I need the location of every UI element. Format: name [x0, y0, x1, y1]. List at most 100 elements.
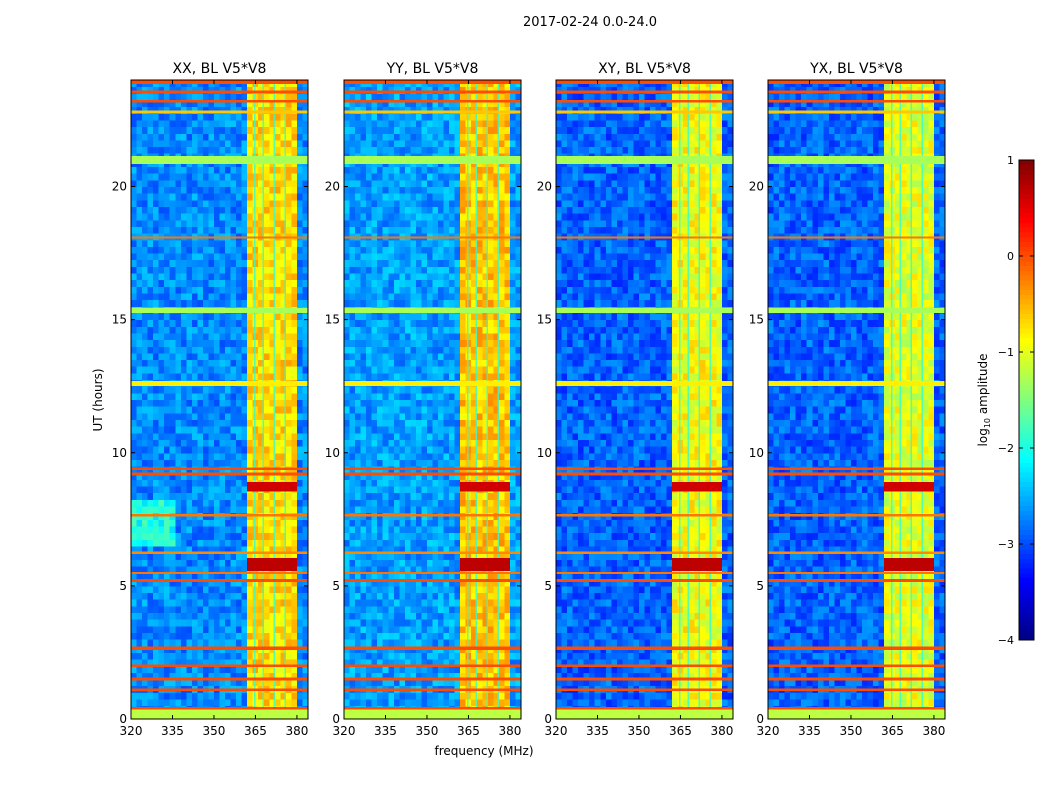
heatmap-cell: [438, 572, 445, 580]
heatmap-cell: [515, 372, 522, 381]
heatmap-cell: [230, 312, 237, 321]
heatmap-cell: [263, 86, 270, 94]
heatmap-cell: [476, 366, 483, 374]
heatmap-cell: [252, 639, 259, 647]
heatmap-cell: [476, 652, 483, 660]
heatmap-cell: [258, 366, 265, 374]
heatmap-cell: [219, 572, 226, 580]
heatmap-cell: [302, 532, 309, 540]
heatmap-cell: [426, 699, 433, 707]
heatmap-cell: [158, 339, 165, 347]
heatmap-cell: [136, 652, 143, 660]
heatmap-cell: [269, 246, 276, 254]
heatmap-cell: [263, 545, 270, 554]
heatmap-cell: [302, 559, 309, 567]
heatmap-cell: [175, 486, 182, 494]
heatmap-cell: [213, 672, 220, 680]
heatmap-cell: [147, 386, 154, 394]
heatmap-cell: [421, 426, 428, 434]
heatmap-cell: [366, 386, 373, 394]
heatmap-cell: [415, 492, 422, 500]
heatmap-cell: [258, 432, 265, 440]
heatmap-cell: [147, 399, 154, 407]
heatmap-cell: [180, 499, 187, 507]
heatmap-cell: [454, 672, 461, 680]
heatmap-cell: [471, 392, 478, 400]
heatmap-cell: [230, 359, 237, 367]
heatmap-cell: [158, 293, 165, 301]
heatmap-cell: [219, 699, 226, 707]
heatmap-cell: [509, 519, 516, 527]
heatmap-cell: [136, 119, 143, 128]
heatmap-cell: [382, 565, 389, 574]
heatmap-cell: [241, 93, 248, 101]
heatmap-cell: [355, 552, 362, 560]
heatmap-cell: [169, 572, 176, 580]
heatmap-cell: [432, 612, 439, 620]
heatmap-cell: [393, 352, 400, 361]
heatmap-cell: [186, 406, 193, 414]
heatmap-cell: [443, 619, 450, 627]
heatmap-cell: [191, 672, 198, 680]
heatmap-cell: [136, 173, 143, 181]
heatmap-cell: [291, 612, 298, 620]
heatmap-cell: [360, 499, 367, 507]
heatmap-cell: [296, 545, 303, 554]
heatmap-cell: [454, 352, 461, 361]
heatmap-cell: [344, 605, 351, 613]
heatmap-cell: [482, 432, 489, 440]
heatmap-cell: [432, 679, 439, 687]
heatmap-cell: [371, 479, 378, 487]
heatmap-cell: [136, 565, 143, 574]
heatmap-cell: [169, 386, 176, 394]
heatmap-cell: [136, 692, 143, 700]
heatmap-cell: [202, 639, 209, 647]
heatmap-cell: [377, 472, 384, 480]
heatmap-cell: [252, 293, 259, 301]
heatmap-cell: [460, 519, 467, 527]
heatmap-cell: [131, 486, 138, 494]
heatmap-cell: [399, 439, 406, 447]
heatmap-cell: [131, 332, 138, 341]
heatmap-cell: [393, 372, 400, 381]
heatmap-cell: [164, 519, 171, 527]
heatmap-cell: [355, 506, 362, 514]
heatmap-cell: [404, 639, 411, 647]
heatmap-cell: [493, 419, 500, 427]
heatmap-cell: [366, 479, 373, 487]
heatmap-cell: [241, 539, 248, 547]
heatmap-cell: [236, 372, 243, 381]
heatmap-cell: [208, 286, 215, 294]
heatmap-cell: [258, 659, 265, 667]
heatmap-cell: [236, 193, 243, 201]
heatmap-cell: [371, 486, 378, 494]
heatmap-cell: [426, 692, 433, 700]
heatmap-cell: [142, 219, 149, 227]
heatmap-cell: [493, 339, 500, 347]
heatmap-cell: [236, 326, 243, 334]
heatmap-cell: [426, 446, 433, 454]
heatmap-cell: [263, 273, 270, 281]
heatmap-cell: [164, 432, 171, 440]
heatmap-cell: [197, 186, 204, 194]
heatmap-cell: [180, 193, 187, 201]
heatmap-cell: [360, 525, 367, 534]
heatmap-cell: [241, 386, 248, 394]
heatmap-cell: [421, 619, 428, 627]
y-tick-label: 5: [119, 579, 127, 593]
heatmap-cell: [349, 632, 356, 640]
heatmap-cell: [180, 419, 187, 427]
heatmap-cell: [241, 359, 248, 367]
heatmap-cell: [202, 525, 209, 534]
heatmap-cell: [180, 539, 187, 547]
heatmap-cell: [164, 592, 171, 600]
heatmap-cell: [180, 432, 187, 440]
heatmap-cell: [191, 679, 198, 687]
horizontal-rfi-line: [131, 380, 308, 387]
heatmap-cell: [382, 399, 389, 407]
heatmap-cell: [186, 499, 193, 507]
heatmap-cell: [449, 545, 456, 554]
heatmap-cell: [252, 273, 259, 281]
heatmap-cell: [169, 352, 176, 361]
heatmap-cell: [443, 459, 450, 467]
